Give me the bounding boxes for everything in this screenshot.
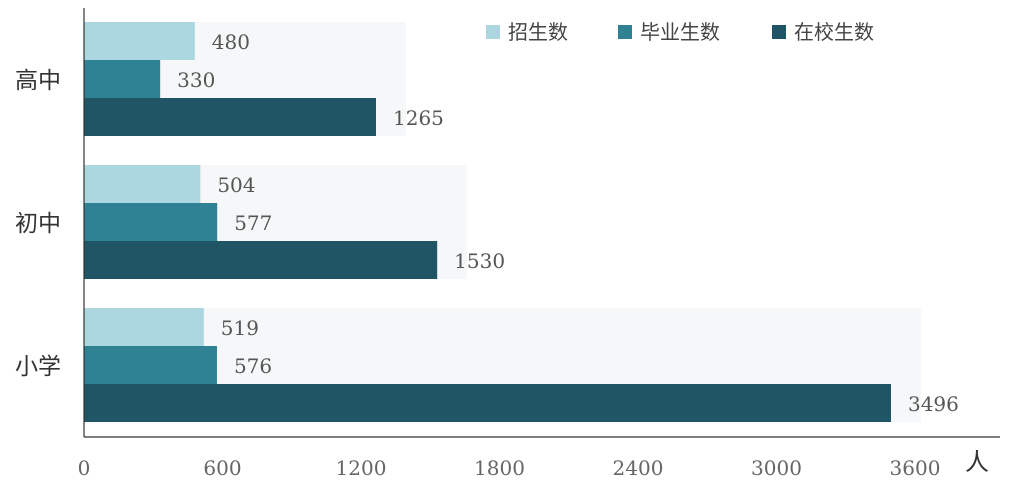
y-tick-label-小学: 小学 — [15, 354, 61, 380]
bar-小学-毕业生数 — [84, 346, 217, 384]
data-label-高中-在校生数: 1265 — [393, 106, 444, 130]
x-tick-label-1800: 1800 — [474, 456, 525, 480]
bar-高中-招生数 — [84, 22, 195, 60]
bar-初中-在校生数 — [84, 241, 438, 279]
data-label-小学-招生数: 519 — [221, 316, 259, 340]
data-labels-group: 480 330 1265 504 577 1530 519 576 3496 — [177, 30, 959, 416]
data-label-小学-在校生数: 3496 — [908, 392, 959, 416]
legend-swatch-在校生数 — [772, 25, 786, 39]
legend-swatch-毕业生数 — [618, 25, 632, 39]
bar-初中-毕业生数 — [84, 203, 218, 241]
legend-label-招生数: 招生数 — [508, 20, 568, 44]
x-axis-unit-label: 人 — [965, 448, 989, 476]
bar-高中-在校生数 — [84, 98, 377, 136]
data-label-小学-毕业生数: 576 — [234, 354, 272, 378]
data-label-初中-毕业生数: 577 — [234, 211, 272, 235]
x-tick-label-0: 0 — [78, 456, 91, 480]
bars-group — [84, 22, 891, 422]
bar-初中-招生数 — [84, 165, 201, 203]
legend-label-毕业生数: 毕业生数 — [640, 20, 720, 44]
bar-高中-毕业生数 — [84, 60, 161, 98]
x-tick-label-3000: 3000 — [751, 456, 802, 480]
legend-label-在校生数: 在校生数 — [794, 20, 874, 44]
data-label-初中-在校生数: 1530 — [454, 249, 505, 273]
legend-swatch-招生数 — [486, 25, 500, 39]
x-tick-label-1200: 1200 — [336, 456, 387, 480]
data-label-初中-招生数: 504 — [217, 173, 255, 197]
y-tick-label-高中: 高中 — [15, 68, 61, 94]
bar-小学-招生数 — [84, 308, 204, 346]
y-tick-label-初中: 初中 — [15, 211, 61, 237]
data-label-高中-毕业生数: 330 — [177, 68, 215, 92]
legend: 招生数 毕业生数 在校生数 — [486, 20, 874, 44]
x-tick-label-2400: 2400 — [613, 456, 664, 480]
x-tick-label-600: 600 — [203, 456, 241, 480]
x-tick-label-3600: 3600 — [890, 456, 941, 480]
data-label-高中-招生数: 480 — [212, 30, 250, 54]
bar-小学-在校生数 — [84, 384, 891, 422]
